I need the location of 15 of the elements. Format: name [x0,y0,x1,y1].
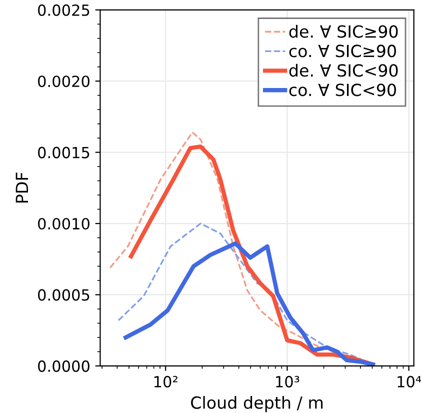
legend-label: co. ∀ SIC≥90 [289,44,396,58]
x-tick-label: 10² [154,376,178,388]
x-tick-label: 10³ [276,376,300,388]
x-axis-title: Cloud depth / m [191,396,323,412]
y-tick-label: 0.0000 [38,360,90,372]
y-tick-label: 0.0005 [38,289,90,301]
y-axis-title: PDF [16,172,28,203]
y-tick-label: 0.0020 [38,76,90,88]
y-tick-label: 0.0010 [38,218,90,230]
legend-label: de. ∀ SIC<90 [289,64,398,77]
y-tick-label: 0.0015 [38,146,90,158]
legend-label: de. ∀ SIC≥90 [289,24,398,38]
x-tick-label: 10⁴ [398,376,421,388]
legend-label: co. ∀ SIC<90 [289,84,396,96]
y-tick-label: 0.0025 [38,4,90,16]
